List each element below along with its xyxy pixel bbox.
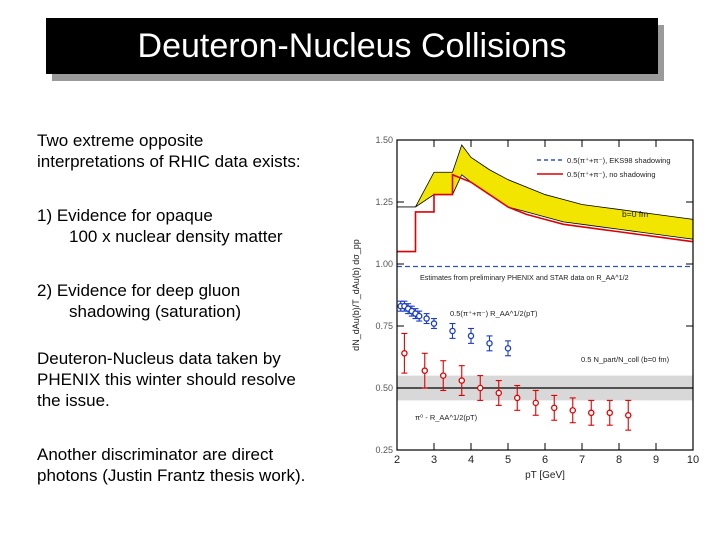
x-tick-label: 8	[616, 454, 622, 466]
pion-neutral-point	[458, 377, 466, 384]
paragraph-opaque-matter: 1) Evidence for opaque 100 x nuclear den…	[37, 205, 283, 247]
legend-label: 0.5(π⁺+π⁻), no shadowing	[567, 170, 656, 179]
x-tick-label: 9	[653, 454, 659, 466]
pion-neutral-point	[532, 399, 539, 407]
x-tick-label: 4	[468, 454, 474, 466]
pion-neutral-point	[421, 367, 429, 374]
pion-charged-point	[430, 320, 438, 327]
y-tick-label: 1.00	[375, 259, 393, 269]
text-line: 100 x nuclear density matter	[69, 227, 283, 246]
raa-chart-svg: 2 3 4 5 6 7 8 9 10 0.25 0.50 0.75 1.00 1.25 1.50 pT [Ge…	[351, 135, 699, 481]
pion-charged-point	[415, 312, 423, 320]
text-line: the issue.	[37, 391, 110, 410]
x-tick-label: 3	[431, 454, 437, 466]
pion-neutral-point	[550, 404, 558, 412]
paragraph-phenix: Deuteron-Nucleus data taken by PHENIX th…	[37, 348, 296, 411]
pion-neutral-point	[495, 389, 502, 397]
x-tick-label: 5	[505, 454, 511, 466]
x-tick-label: 2	[394, 454, 400, 466]
no-shadowing-curve	[397, 173, 694, 253]
pion-neutral-point	[569, 407, 576, 414]
text-line: photons (Justin Frantz thesis work).	[37, 466, 306, 485]
text-line: shadowing (saturation)	[69, 302, 241, 321]
text-line: PHENIX this winter should resolve	[37, 370, 296, 389]
legend-label: 0.5(π⁺+π⁻), EKS98 shadowing	[567, 156, 671, 165]
x-tick-label: 6	[542, 454, 548, 466]
text-line: Deuteron-Nucleus data taken by	[37, 349, 281, 368]
pion-neutral-point	[624, 412, 632, 419]
paragraph-gluon-shadowing: 2) Evidence for deep gluon shadowing (sa…	[37, 280, 241, 322]
text-line: 1) Evidence for opaque	[37, 206, 213, 225]
x-tick-label: 10	[687, 454, 699, 466]
y-tick-label: 1.25	[375, 197, 393, 207]
y-tick-label: 0.25	[375, 445, 393, 455]
paragraph-interpretations: Two extreme opposite interpretations of …	[37, 130, 301, 172]
pion-charged-point	[504, 345, 512, 352]
y-tick-label: 0.50	[375, 383, 393, 393]
annotation-estimates: Estimates from preliminary PHENIX and ST…	[420, 273, 629, 282]
pion-charged-point	[423, 315, 430, 322]
annotation-ncoll-label: 0.5 N_part/N_coll (b=0 fm)	[581, 355, 670, 364]
slide-title: Deuteron-Nucleus Collisions	[46, 18, 658, 74]
pion-neutral-point	[606, 409, 613, 417]
x-axis-title: pT [GeV]	[525, 470, 565, 481]
y-tick-label: 1.50	[375, 135, 393, 145]
annotation-blue-label: 0.5(π⁺+π⁻) R_AA^1/2(pT)	[450, 309, 538, 318]
y-axis-title: dN_dAu(b)/T_dAu(b) dσ_pp	[351, 239, 361, 351]
pion-neutral-point	[587, 409, 595, 417]
pion-charged-point	[467, 332, 475, 340]
pion-neutral-point	[440, 372, 447, 379]
pion-neutral-point	[476, 384, 484, 392]
annotation-b0: b=0 fm	[622, 209, 648, 219]
x-tick-label: 7	[579, 454, 585, 466]
text-line: Another discriminator are direct	[37, 445, 274, 464]
paragraph-direct-photons: Another discriminator are direct photons…	[37, 444, 305, 486]
pion-charged-point	[449, 327, 456, 335]
raa-plot: 2 3 4 5 6 7 8 9 10 0.25 0.50 0.75 1.00 1.25 1.50 pT [Ge…	[345, 100, 715, 492]
pion-charged-point	[486, 340, 493, 347]
text-line: 2) Evidence for deep gluon	[37, 281, 241, 300]
pion-neutral-point	[401, 350, 408, 357]
text-line: Two extreme opposite	[37, 131, 204, 150]
pion-neutral-point	[513, 394, 521, 402]
annotation-red-label: π⁰ - R_AA^1/2(pT)	[415, 413, 478, 422]
text-line: interpretations of RHIC data exists:	[37, 152, 301, 171]
y-tick-label: 0.75	[375, 321, 393, 331]
